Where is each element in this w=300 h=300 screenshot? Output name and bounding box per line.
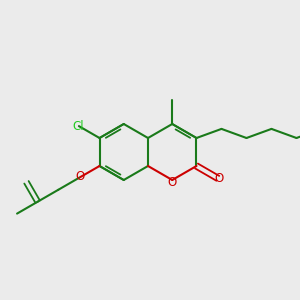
Text: O: O	[75, 170, 85, 183]
Text: Cl: Cl	[72, 120, 84, 133]
Text: O: O	[168, 176, 177, 188]
Text: O: O	[214, 172, 224, 185]
